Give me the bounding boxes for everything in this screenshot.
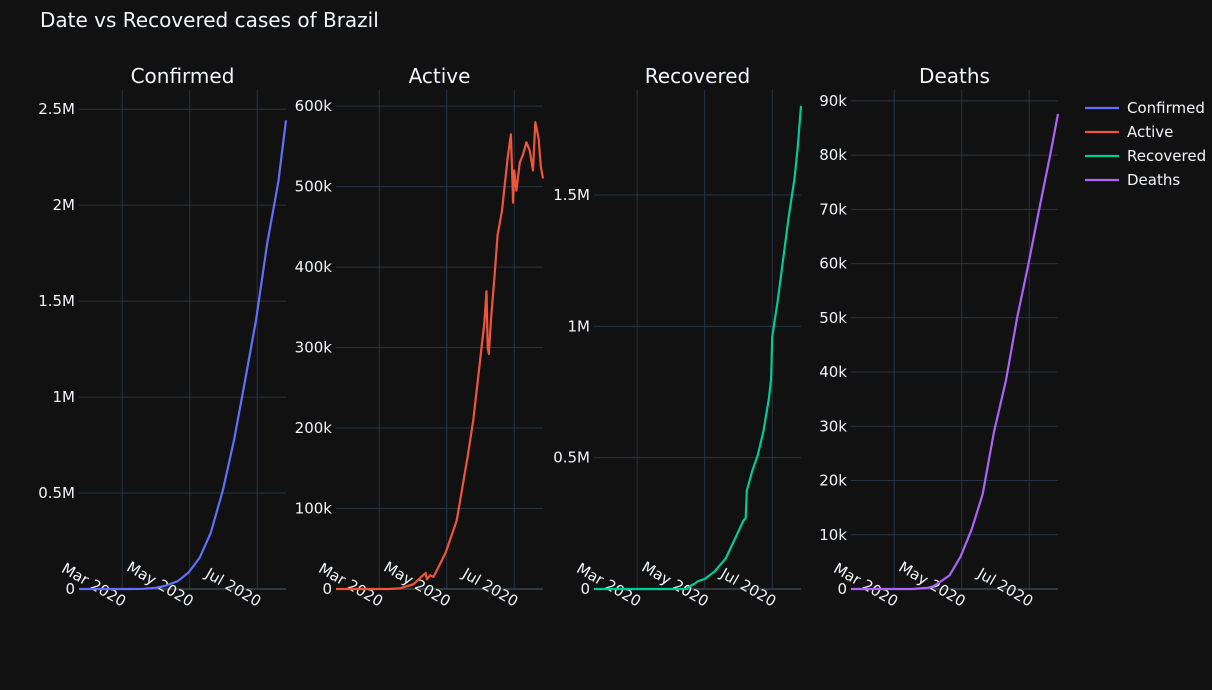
confirmed-x-tick-label: Jul 2020 [201,564,264,611]
recovered-subplot-title: Recovered [645,64,750,88]
deaths-x-tick-label: May 2020 [896,558,969,611]
legend-label-confirmed: Confirmed [1127,99,1205,117]
deaths-y-tick-label: 60k [819,255,847,273]
recovered-x-tick-label: Jul 2020 [716,564,779,611]
deaths-y-tick-label: 20k [819,472,847,490]
active-y-tick-label: 0 [322,580,332,598]
active-series-line [336,121,545,591]
recovered-x-tick-label: May 2020 [639,558,712,611]
chart-title: Date vs Recovered cases of Brazil [40,8,379,32]
legend-item-confirmed[interactable]: Confirmed [1085,99,1205,117]
confirmed-series-line [79,120,288,591]
deaths-y-tick-label: 50k [819,309,847,327]
recovered-y-tick-label: 0.5M [553,449,590,467]
active-y-tick-label: 400k [295,258,333,276]
active-x-tick-label: May 2020 [381,558,454,611]
deaths-y-tick-label: 70k [819,200,847,218]
active-y-tick-label: 600k [295,97,333,115]
confirmed-y-tick-label: 1.5M [38,292,75,310]
recovered-y-tick-label: 0 [580,580,590,598]
deaths-series-line [851,113,1060,591]
legend-item-recovered[interactable]: Recovered [1085,147,1206,165]
deaths-x-tick-label: Jul 2020 [973,564,1036,611]
recovered-y-tick-label: 1M [568,317,591,335]
deaths-y-tick-label: 40k [819,363,847,381]
confirmed-y-tick-label: 1M [53,388,76,406]
legend-item-deaths[interactable]: Deaths [1085,171,1180,189]
confirmed-subplot-title: Confirmed [131,64,235,88]
active-subplot-title: Active [409,64,471,88]
legend-label-active: Active [1127,123,1173,141]
confirmed-y-tick-label: 0.5M [38,484,75,502]
deaths-y-tick-label: 80k [819,146,847,164]
active-y-tick-label: 100k [295,500,333,518]
active-y-tick-label: 200k [295,419,333,437]
legend-label-recovered: Recovered [1127,147,1206,165]
active-y-tick-label: 300k [295,339,333,357]
confirmed-y-tick-label: 2M [53,196,76,214]
confirmed-y-tick-label: 0 [65,580,75,598]
recovered-y-tick-label: 1.5M [553,186,590,204]
deaths-y-tick-label: 0 [837,580,847,598]
legend-label-deaths: Deaths [1127,171,1180,189]
legend[interactable]: Confirmed Active Recovered Deaths [1085,99,1206,189]
deaths-y-tick-label: 90k [819,92,847,110]
legend-item-active[interactable]: Active [1085,123,1173,141]
deaths-y-tick-label: 30k [819,417,847,435]
deaths-y-tick-label: 10k [819,526,847,544]
recovered-series-line [594,105,803,591]
active-y-tick-label: 500k [295,178,333,196]
active-x-tick-label: Jul 2020 [458,564,521,611]
deaths-subplot-title: Deaths [919,64,990,88]
confirmed-y-tick-label: 2.5M [38,100,75,118]
confirmed-x-tick-label: May 2020 [124,558,197,611]
